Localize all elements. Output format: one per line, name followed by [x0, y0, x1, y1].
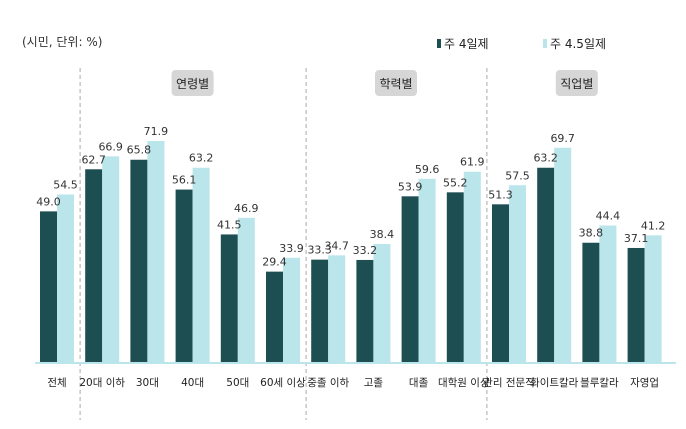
group-label-box — [555, 70, 598, 96]
bar-4day — [627, 247, 645, 362]
x-tick-label: 자영업 — [630, 376, 659, 389]
value-label: 62.7 — [81, 153, 106, 166]
bar-4-5day — [328, 255, 346, 362]
value-label: 34.7 — [324, 239, 349, 252]
bar-4-5day — [57, 194, 74, 362]
x-tick-label: 중졸 이하 — [307, 376, 349, 389]
value-label: 49.0 — [36, 195, 61, 208]
bars — [40, 141, 662, 362]
bar-4-5day — [192, 167, 210, 362]
group-label: 연령별 — [176, 77, 209, 91]
value-label: 55.2 — [443, 176, 468, 189]
bar-4-5day — [644, 235, 662, 362]
group-labels: 연령별 학력별 직업별 — [79, 68, 598, 420]
value-label: 54.5 — [53, 178, 78, 191]
value-label: 71.9 — [144, 125, 169, 138]
bar-4-5day — [147, 141, 165, 362]
group-label: 직업별 — [560, 77, 593, 91]
bar-4-5day — [463, 171, 481, 362]
group-label-box — [171, 70, 214, 96]
x-tick-label: 고졸 — [364, 377, 384, 389]
value-label: 46.9 — [234, 202, 259, 215]
value-label: 69.7 — [550, 132, 575, 145]
x-tick-label: 전체 — [47, 377, 66, 389]
value-label: 51.3 — [488, 188, 513, 201]
x-tick-label: 화이트칼라 — [530, 376, 579, 389]
value-label: 63.2 — [533, 152, 558, 165]
value-label: 44.4 — [596, 210, 621, 223]
legend-label: 주 4일제 — [444, 37, 489, 51]
bar-4-5day — [283, 257, 300, 362]
x-tick-labels: 전체 20대 이하 30대 40대 50대 60세 이상 중졸 이하 고졸 대졸 대학원 이상관리… — [47, 376, 659, 389]
bar-4-5day — [373, 243, 391, 362]
value-label: 65.8 — [127, 144, 152, 157]
bar-4-5day — [509, 185, 526, 362]
bar-4day — [401, 196, 419, 362]
value-label: 61.9 — [460, 156, 485, 169]
legend: 주 4일제 주 4.5일제 — [437, 37, 606, 51]
value-label: 41.2 — [641, 219, 666, 232]
x-tick-label: 대학원 이상 — [438, 377, 490, 389]
value-label: 56.1 — [172, 174, 197, 187]
group-label-box — [375, 70, 417, 96]
bar-4day — [582, 242, 600, 362]
x-tick-label: 블루칼라 — [580, 376, 619, 389]
bar-4-5day — [102, 156, 120, 362]
bar-4day — [40, 211, 57, 362]
value-label: 41.5 — [217, 218, 242, 231]
value-label: 33.9 — [279, 242, 304, 255]
x-tick-label: 60세 이상 — [260, 377, 306, 389]
bar-4day — [446, 192, 464, 362]
x-tick-label: 관리 전문직 — [483, 377, 535, 389]
x-tick-label: 대졸 — [409, 377, 429, 389]
x-tick-label: 50대 — [226, 377, 249, 389]
value-labels: 49.0 62.7 65.8 56.1 41.5 29.4 33.3 33.2 53.9 55.2… — [36, 125, 665, 269]
value-label: 38.4 — [370, 228, 395, 241]
x-tick-label: 30대 — [136, 377, 159, 389]
legend-swatch — [437, 39, 441, 48]
value-label: 29.4 — [262, 256, 287, 269]
value-label: 33.3 — [307, 244, 332, 257]
value-label: 53.9 — [398, 180, 423, 193]
x-tick-label: 20대 이하 — [79, 376, 125, 389]
bar-4-5day — [418, 178, 436, 362]
bar-4day — [537, 167, 555, 362]
unit-note: (시민, 단위: %) — [22, 35, 102, 49]
value-label: 37.1 — [624, 232, 649, 245]
bar-4day — [356, 259, 374, 362]
bar-4-5day — [237, 217, 255, 362]
value-label: 63.2 — [189, 152, 214, 165]
group-label: 학력별 — [379, 77, 412, 91]
bar-4day — [266, 271, 283, 362]
value-label: 66.9 — [98, 140, 123, 153]
bar-4day — [130, 159, 148, 362]
bar-4day — [311, 259, 329, 362]
bar-4day — [220, 234, 238, 362]
bar-4day — [492, 204, 509, 362]
value-label: 57.5 — [505, 169, 530, 182]
x-tick-label: 40대 — [181, 377, 204, 389]
bar-4-5day — [554, 147, 572, 362]
legend-label: 주 4.5일제 — [550, 37, 606, 51]
value-label: 33.2 — [353, 244, 378, 257]
bar-4day — [175, 189, 193, 362]
legend-swatch — [543, 39, 547, 48]
value-label: 59.6 — [415, 163, 440, 176]
bar-4day — [85, 169, 103, 362]
bar-4-5day — [599, 225, 617, 362]
value-label: 38.8 — [579, 227, 604, 240]
